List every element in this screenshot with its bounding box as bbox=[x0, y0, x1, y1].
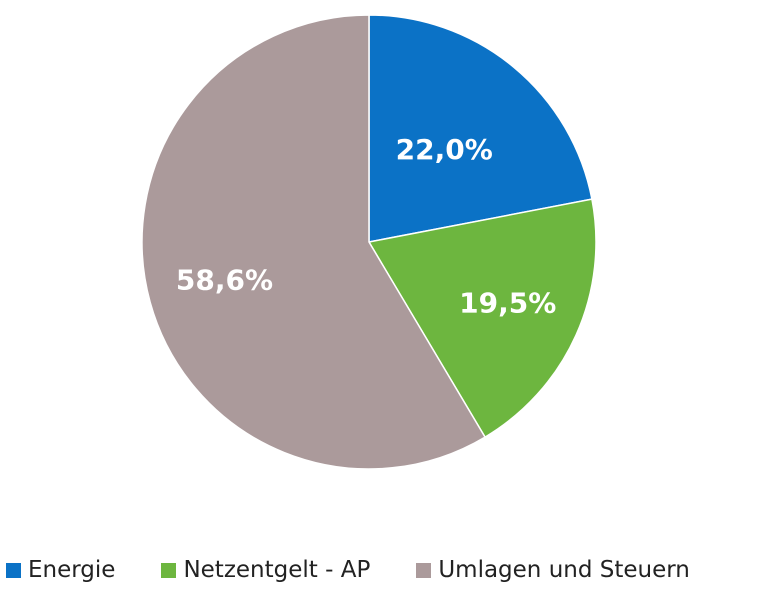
legend-label-energie: Energie bbox=[28, 557, 116, 583]
legend-item-energie: Energie bbox=[6, 557, 115, 583]
legend-label-umlagen-und-steuern: Umlagen und Steuern bbox=[438, 557, 690, 583]
pie-slice-energie bbox=[368, 14, 593, 243]
data-label-netzentgelt: 19,5% bbox=[459, 286, 556, 319]
pie-slices bbox=[141, 14, 597, 470]
legend-swatch-energie bbox=[6, 562, 21, 578]
legend-swatch-netzentgelt bbox=[161, 562, 177, 578]
legend-swatch-umlagen-und-steuern bbox=[416, 562, 432, 578]
pie-slice-netzentgelt bbox=[367, 198, 597, 439]
chart-legend: Energie Netzentgelt - AP Umlagen und Ste… bbox=[6, 552, 690, 588]
data-label-umlagen-und-steuern: 58,6% bbox=[176, 264, 273, 297]
legend-label-netzentgelt: Netzentgelt - AP bbox=[183, 557, 371, 583]
pie-chart: 22,0% 19,5% 58,6% bbox=[141, 14, 597, 470]
pie-data-labels: 22,0% 19,5% 58,6% bbox=[176, 133, 556, 319]
legend-item-netzentgelt: Netzentgelt - AP bbox=[161, 557, 370, 583]
pie-slice-umlagen-und-steuern bbox=[141, 14, 487, 470]
legend-item-umlagen-und-steuern: Umlagen und Steuern bbox=[416, 557, 690, 583]
data-label-energie: 22,0% bbox=[396, 133, 493, 166]
